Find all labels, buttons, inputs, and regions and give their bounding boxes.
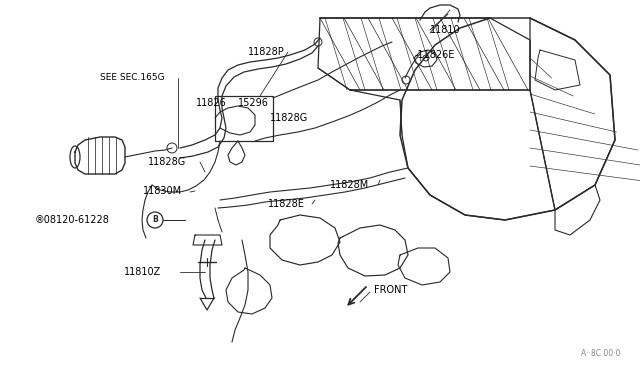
Text: 11830M: 11830M xyxy=(143,186,182,196)
Text: 11828G: 11828G xyxy=(148,157,186,167)
Text: SEE SEC.165G: SEE SEC.165G xyxy=(100,74,164,83)
Text: 11810: 11810 xyxy=(430,25,461,35)
Text: 11826: 11826 xyxy=(196,98,227,108)
Text: 11810Z: 11810Z xyxy=(124,267,161,277)
Text: FRONT: FRONT xyxy=(374,285,408,295)
Text: 15296: 15296 xyxy=(238,98,269,108)
Bar xyxy=(215,96,273,141)
Text: 11828E: 11828E xyxy=(268,199,305,209)
Text: B: B xyxy=(152,215,158,224)
Text: ®08120-61228: ®08120-61228 xyxy=(35,215,110,225)
Circle shape xyxy=(423,55,429,61)
Text: 11828G: 11828G xyxy=(270,113,308,123)
Text: 11828P: 11828P xyxy=(248,47,285,57)
Text: -11826E: -11826E xyxy=(415,50,456,60)
Text: 11828M: 11828M xyxy=(330,180,369,190)
Text: A··8C 00·0: A··8C 00·0 xyxy=(580,349,620,358)
